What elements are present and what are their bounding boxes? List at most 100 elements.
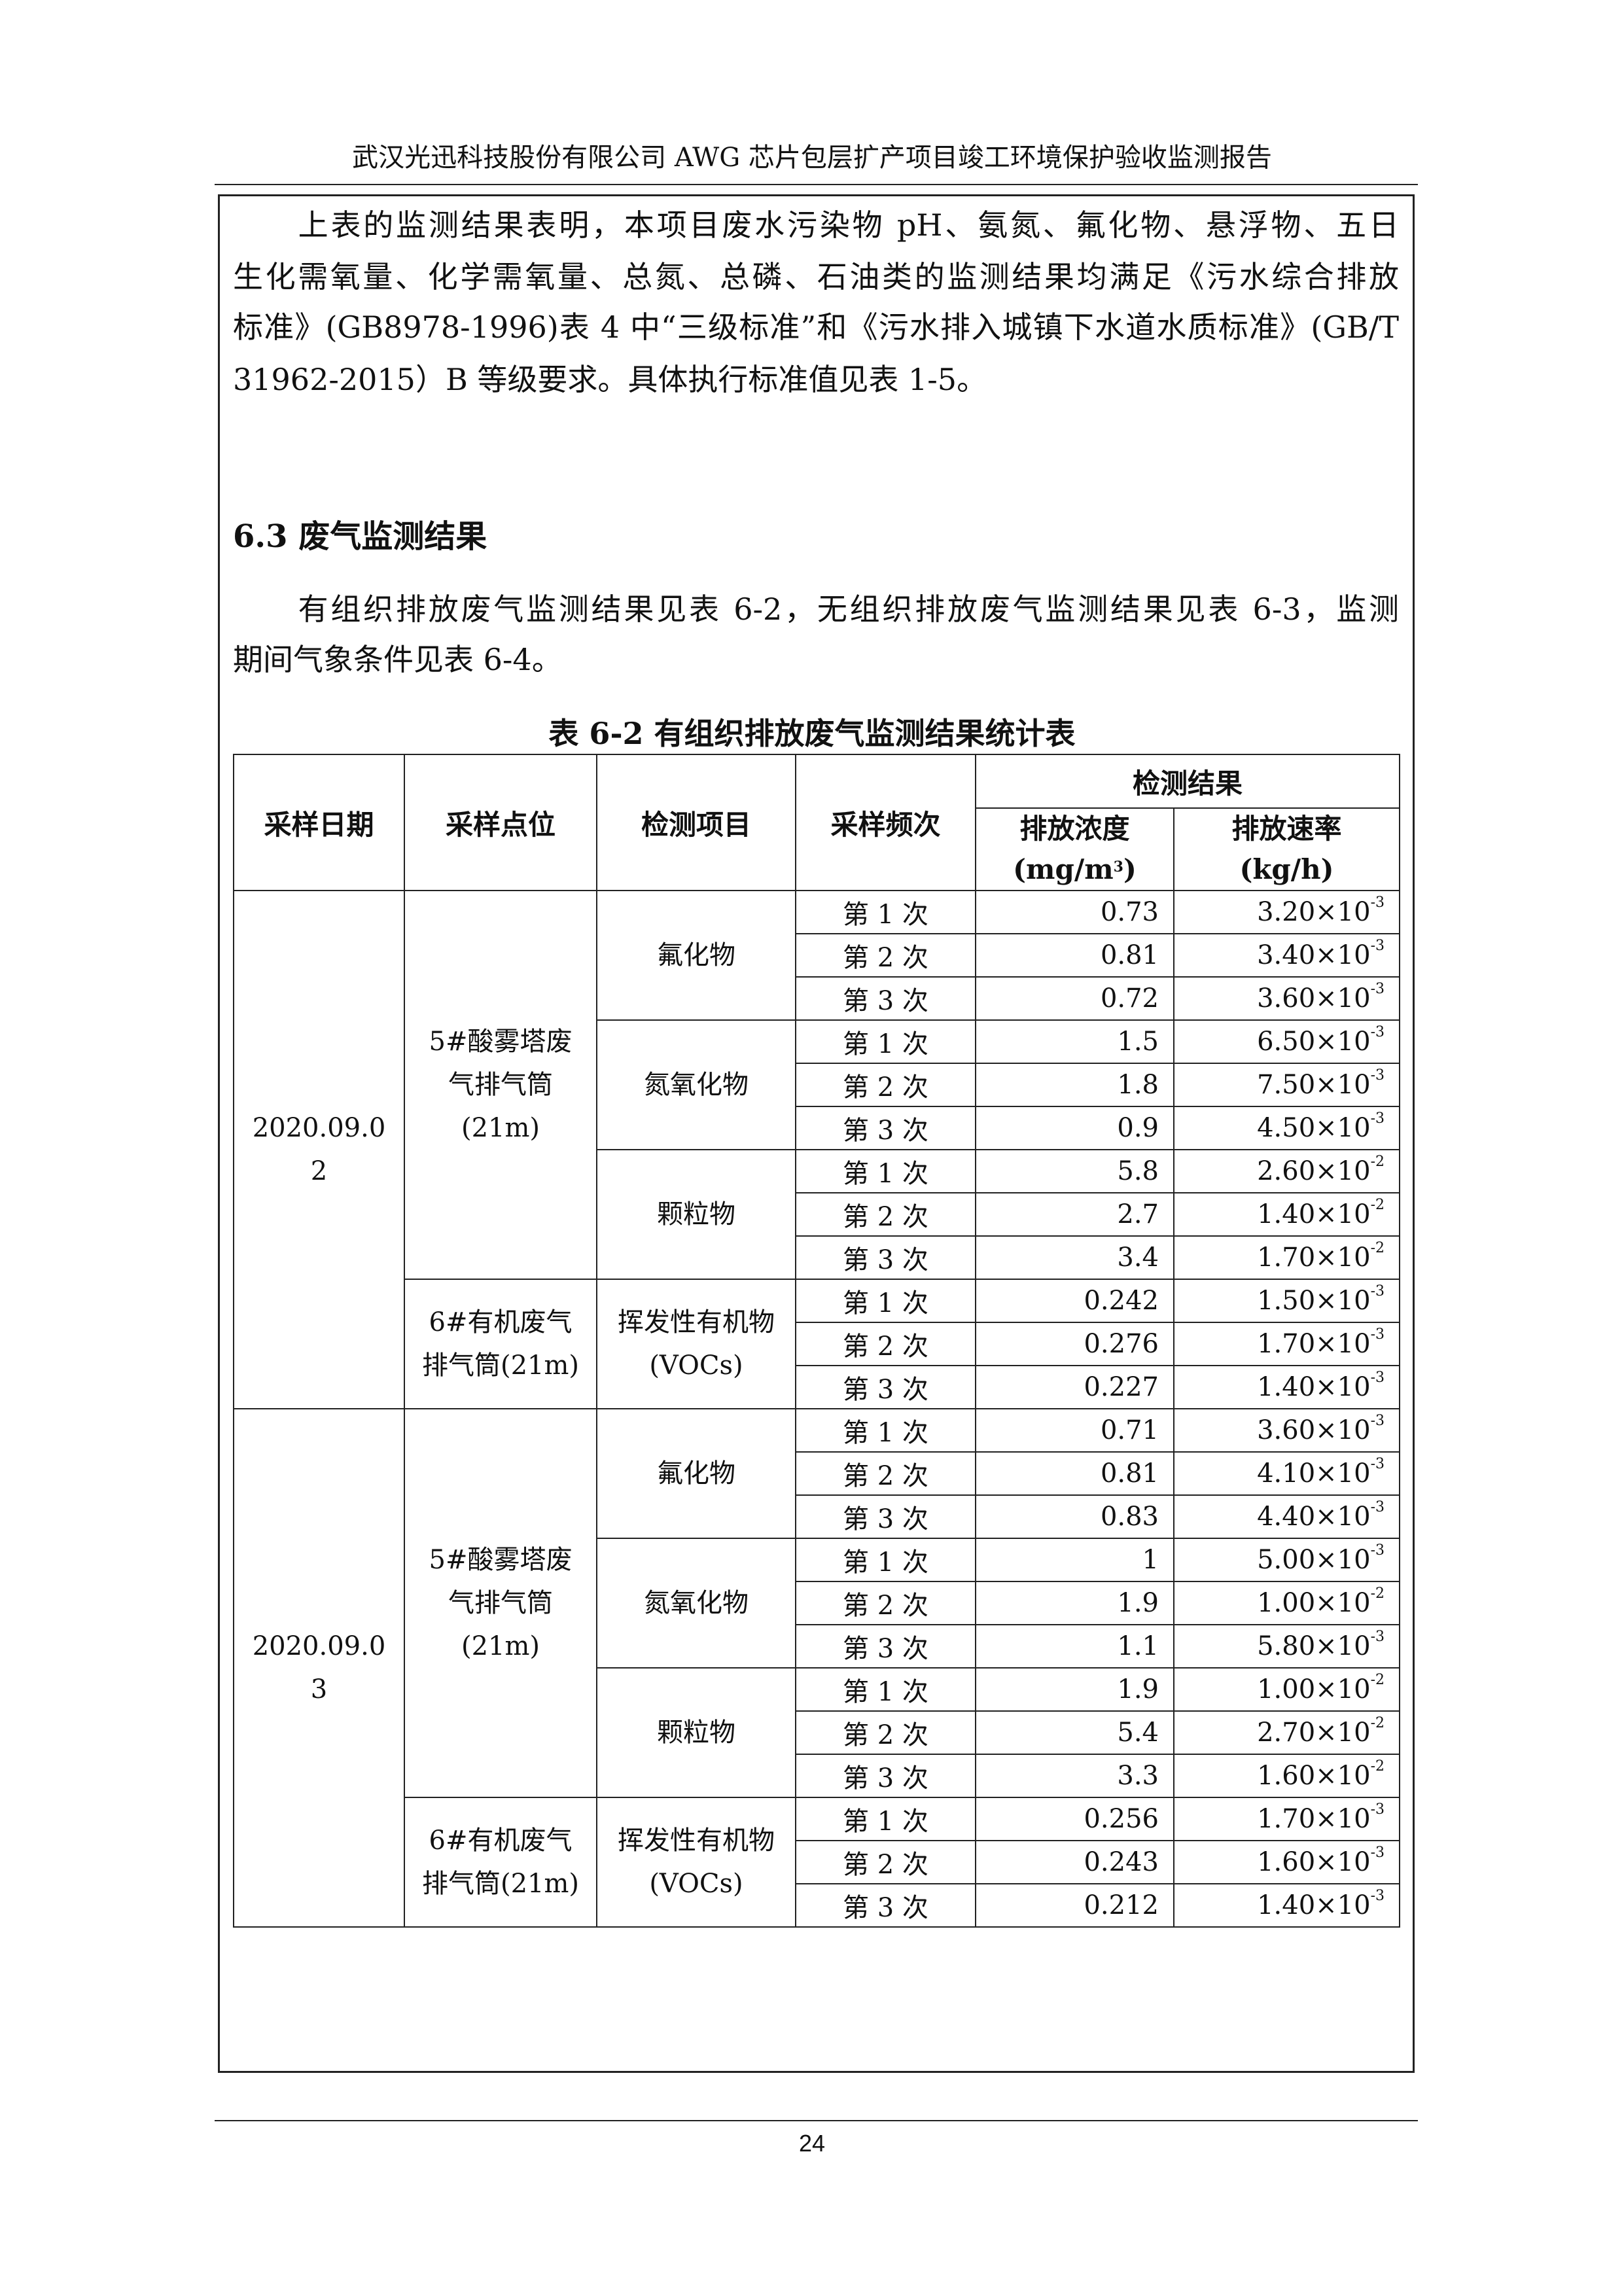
sampling-date-cell: 2020.09.02 <box>233 890 405 1409</box>
emission-rate-cell: 5.00×10-3 <box>1173 1538 1401 1582</box>
concentration-cell: 0.72 <box>975 976 1174 1021</box>
rate-exponent: -3 <box>1370 1067 1385 1084</box>
concentration-cell: 1.9 <box>975 1667 1174 1712</box>
header-item: 检测项目 <box>596 754 796 891</box>
rate-mantissa: 3.20×10 <box>1257 897 1371 927</box>
frequency-cell: 第 2 次 <box>795 1710 976 1755</box>
rate-mantissa: 4.50×10 <box>1257 1113 1371 1143</box>
concentration-cell: 5.8 <box>975 1149 1174 1193</box>
test-item-cell: 挥发性有机物(VOCs) <box>596 1797 796 1928</box>
test-item-cell: 氟化物 <box>596 1408 796 1539</box>
table-row: 2020.09.03 5#酸雾塔废气排气筒(21m) 氟化物第 1 次 0.71 3.6… <box>233 1408 1401 1928</box>
section-heading: 6.3 废气监测结果 <box>233 518 487 555</box>
rate-mantissa: 2.70×10 <box>1257 1718 1371 1748</box>
rate-mantissa: 7.50×10 <box>1257 1070 1371 1100</box>
header-rate: 排放速率 (kg/h) <box>1173 807 1401 891</box>
emission-rate-cell: 1.40×10-3 <box>1173 1883 1401 1928</box>
concentration-cell: 0.256 <box>975 1797 1174 1841</box>
concentration-cell: 0.81 <box>975 1451 1174 1496</box>
rate-exponent: -3 <box>1370 1369 1385 1386</box>
frequency-cell: 第 3 次 <box>795 1754 976 1798</box>
rate-exponent: -2 <box>1370 1197 1385 1213</box>
table-row: 第 3 次 0.212 1.40×10-3 <box>234 1883 1401 1928</box>
rate-exponent: -3 <box>1370 1542 1385 1559</box>
emission-rate-cell: 2.60×10-2 <box>1173 1149 1401 1193</box>
frequency-cell: 第 1 次 <box>795 1667 976 1712</box>
rate-exponent: -3 <box>1370 1801 1385 1818</box>
emission-rate-cell: 1.70×10-3 <box>1173 1797 1401 1841</box>
frequency-cell: 第 3 次 <box>795 1883 976 1928</box>
concentration-cell: 0.243 <box>975 1840 1174 1884</box>
rate-exponent: -2 <box>1370 1240 1385 1256</box>
emission-rate-cell: 1.70×10-3 <box>1173 1322 1401 1366</box>
rate-mantissa: 6.50×10 <box>1257 1027 1371 1057</box>
concentration-cell: 1.1 <box>975 1624 1174 1669</box>
rate-mantissa: 1.70×10 <box>1257 1243 1371 1273</box>
emission-rate-cell: 1.40×10-3 <box>1173 1365 1401 1409</box>
frequency-cell: 第 2 次 <box>795 1451 976 1496</box>
frequency-cell: 第 1 次 <box>795 890 976 934</box>
concentration-label: 排放浓度 <box>1019 813 1130 845</box>
concentration-cell: 0.71 <box>975 1408 1174 1453</box>
emission-rate-cell: 1.50×10-3 <box>1173 1279 1401 1323</box>
rate-mantissa: 1.70×10 <box>1257 1329 1371 1359</box>
concentration-cell: 0.83 <box>975 1494 1174 1539</box>
concentration-cell: 1 <box>975 1538 1174 1582</box>
header-frequency: 采样频次 <box>795 754 976 891</box>
emission-rate-cell: 3.60×10-3 <box>1173 1408 1401 1453</box>
frequency-cell: 第 3 次 <box>795 1365 976 1409</box>
table-row: 第 2 次 0.276 1.70×10-3 <box>234 1322 1401 1366</box>
table-row: 6#有机废气排气筒(21m) 挥发性有机物(VOCs) 第 1 次 0.256 1.70… <box>234 1797 1401 1928</box>
table-row: 第 3 次 3.4 1.70×10-2 <box>234 1235 1401 1280</box>
emission-rate-cell: 7.50×10-3 <box>1173 1063 1401 1107</box>
rate-mantissa: 4.10×10 <box>1257 1458 1371 1489</box>
rate-mantissa: 1.00×10 <box>1257 1588 1371 1618</box>
sampling-point-cell: 6#有机废气排气筒(21m) <box>404 1797 597 1928</box>
emission-rate-cell: 4.50×10-3 <box>1173 1106 1401 1150</box>
table-row: 第 2 次 2.7 1.40×10-2 <box>234 1192 1401 1237</box>
test-item-cell: 氮氧化物 <box>596 1019 796 1150</box>
rate-unit: (kg/h) <box>1239 853 1334 885</box>
concentration-cell: 0.212 <box>975 1883 1174 1928</box>
emission-rate-cell: 3.60×10-3 <box>1173 976 1401 1021</box>
frequency-cell: 第 1 次 <box>795 1019 976 1064</box>
rate-exponent: -3 <box>1370 1456 1385 1472</box>
frequency-cell: 第 3 次 <box>795 976 976 1021</box>
emission-rate-cell: 1.60×10-3 <box>1173 1840 1401 1884</box>
table-row: 颗粒物第 1 次 1.9 1.00×10-2 <box>234 1667 1401 1798</box>
emission-rate-cell: 1.60×10-2 <box>1173 1754 1401 1798</box>
footer-divider <box>215 2120 1418 2121</box>
rate-mantissa: 1.40×10 <box>1257 1199 1371 1229</box>
header-date: 采样日期 <box>233 754 405 891</box>
frequency-cell: 第 1 次 <box>795 1149 976 1193</box>
frequency-cell: 第 3 次 <box>795 1624 976 1669</box>
table-row: 第 2 次 1.9 1.00×10-2 <box>234 1581 1401 1625</box>
rate-exponent: -2 <box>1370 1758 1385 1775</box>
rate-mantissa: 1.50×10 <box>1257 1286 1371 1316</box>
emission-rate-cell: 5.80×10-3 <box>1173 1624 1401 1669</box>
concentration-cell: 0.242 <box>975 1279 1174 1323</box>
sampling-date-cell: 2020.09.03 <box>233 1408 405 1928</box>
table-row: 6#有机废气排气筒(21m) 挥发性有机物(VOCs) 第 1 次 0.242 1.50… <box>234 1279 1401 1409</box>
rate-exponent: -2 <box>1370 1672 1385 1688</box>
table-row: 氮氧化物第 1 次 1 5.00×10-3 <box>234 1538 1401 1669</box>
rate-mantissa: 2.60×10 <box>1257 1156 1371 1186</box>
rate-mantissa: 3.60×10 <box>1257 983 1371 1014</box>
concentration-cell: 5.4 <box>975 1710 1174 1755</box>
paragraph-line: 生化需氧量、化学需氧量、总氮、总磷、石油类的监测结果均满足《污水综合排放 <box>233 259 1399 294</box>
frequency-cell: 第 2 次 <box>795 1322 976 1366</box>
frequency-cell: 第 2 次 <box>795 933 976 978</box>
table-row: 第 2 次 5.4 2.70×10-2 <box>234 1710 1401 1755</box>
rate-exponent: -3 <box>1370 1499 1385 1515</box>
frequency-cell: 第 3 次 <box>795 1494 976 1539</box>
paragraph-line: 上表的监测结果表明，本项目废水污染物 pH、氨氮、氟化物、悬浮物、五日 <box>233 207 1399 243</box>
header-divider <box>215 184 1418 185</box>
concentration-cell: 0.9 <box>975 1106 1174 1150</box>
frequency-cell: 第 2 次 <box>795 1063 976 1107</box>
concentration-cell: 2.7 <box>975 1192 1174 1237</box>
sampling-point-cell: 5#酸雾塔废气排气筒(21m) <box>404 890 597 1280</box>
concentration-cell: 0.81 <box>975 933 1174 978</box>
table-row: 第 2 次 0.81 3.40×10-3 <box>234 933 1401 978</box>
rate-exponent: -3 <box>1370 1413 1385 1429</box>
rate-mantissa: 5.00×10 <box>1257 1545 1371 1575</box>
